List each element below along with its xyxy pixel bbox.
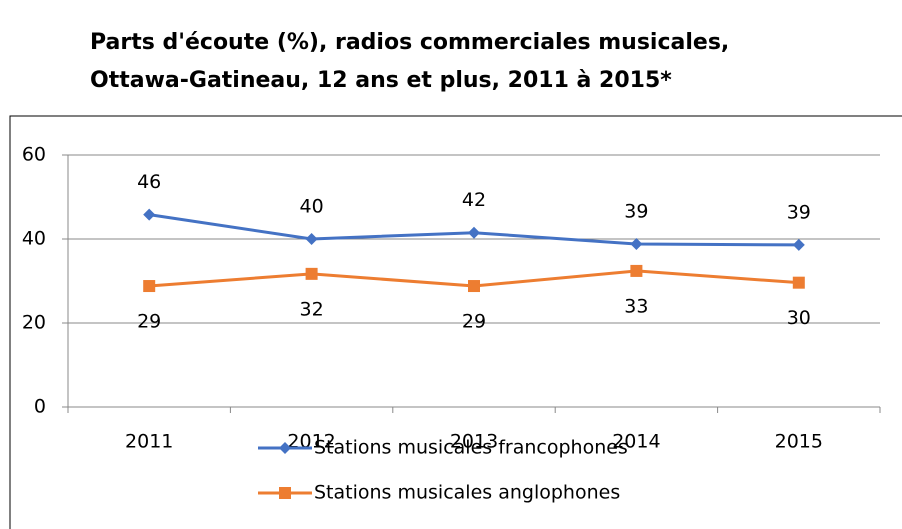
legend-marker (279, 442, 291, 454)
data-label: 39 (624, 201, 648, 223)
x-tick-label: 2011 (125, 431, 173, 453)
data-point (305, 267, 318, 280)
data-label: 42 (462, 189, 486, 211)
data-point (630, 264, 643, 277)
data-point (468, 226, 480, 239)
y-tick-label: 40 (22, 228, 46, 250)
data-point (468, 280, 480, 293)
data-point (143, 208, 156, 221)
legend-label: Stations musicales francophones (314, 437, 628, 459)
data-label: 29 (137, 311, 161, 333)
data-point (630, 238, 643, 251)
legend-marker (279, 487, 291, 499)
data-point (792, 238, 805, 251)
y-tick-label: 20 (22, 312, 46, 334)
x-tick-label: 2013 (450, 431, 498, 453)
data-point (305, 233, 318, 245)
data-label: 33 (624, 295, 648, 317)
data-label: 39 (787, 201, 811, 223)
data-label: 46 (137, 171, 161, 193)
y-tick-label: 60 (22, 144, 46, 166)
data-point (143, 280, 156, 293)
data-point (792, 276, 805, 289)
chart-frame (9, 115, 902, 529)
data-label: 32 (300, 298, 324, 320)
data-label: 30 (787, 307, 811, 329)
x-tick-label: 2014 (612, 431, 660, 453)
data-label: 40 (300, 196, 324, 218)
x-tick-label: 2015 (775, 431, 823, 453)
data-label: 29 (462, 311, 486, 333)
legend-label: Stations musicales anglophones (314, 482, 620, 504)
y-tick-label: 0 (34, 396, 46, 418)
chart-title: Parts d'écoute (%), radios commerciales … (90, 30, 730, 93)
